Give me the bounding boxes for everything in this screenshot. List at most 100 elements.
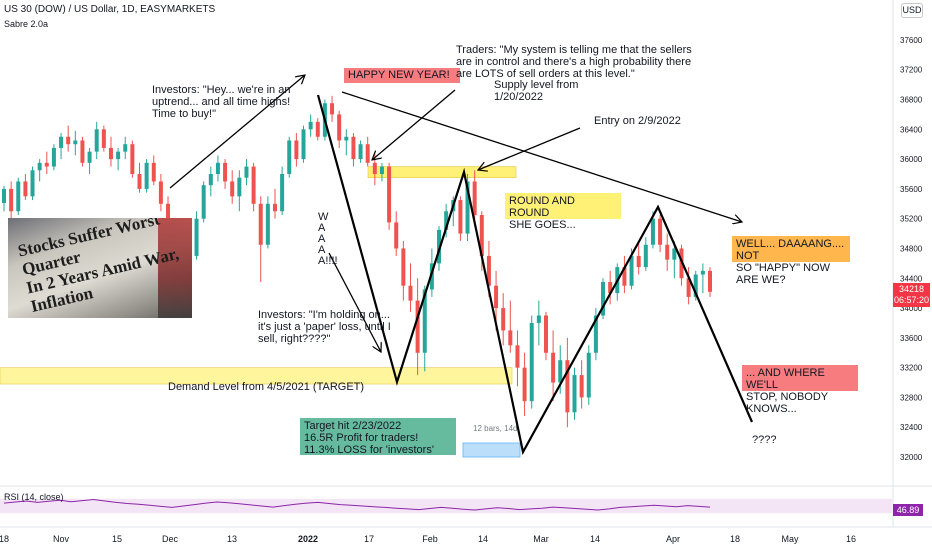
candle-body (73, 140, 78, 145)
candle-body (422, 289, 427, 353)
candle-body (258, 203, 263, 245)
time-tick-label: 2022 (298, 534, 318, 544)
newspaper-image: Stocks Suffer Worst Quarter In 2 Years A… (8, 218, 192, 318)
candle-body (465, 181, 470, 234)
candle-body (529, 322, 534, 402)
candle-body (479, 214, 484, 256)
candle-body (429, 263, 434, 290)
candle-body (123, 144, 128, 152)
price-tick-label: 35200 (900, 215, 923, 224)
candle-body (693, 274, 698, 297)
candle-body (94, 129, 99, 152)
entry-note: Entry on 2/9/2022 (594, 115, 681, 127)
round-box: ROUND AND ROUND SHE GOES... (505, 193, 621, 231)
rsi-title: RSI (14, close) (4, 492, 64, 502)
candle-body (515, 345, 520, 368)
price-tick-label: 37600 (900, 36, 923, 45)
candle-body (272, 203, 277, 212)
candle-body (194, 218, 199, 256)
price-tick-label: 36400 (900, 125, 923, 134)
candle-body (387, 166, 392, 223)
time-tick-label: 13 (227, 534, 237, 544)
candle-body (558, 360, 563, 383)
investors-buy-note: Investors: "Hey... we're in an uptrend..… (152, 84, 291, 120)
candle-body (444, 211, 449, 230)
candle-body (494, 285, 499, 309)
candle-body (508, 330, 513, 346)
candle-body (315, 121, 320, 137)
candle-body (116, 151, 121, 160)
candle-body (608, 281, 613, 294)
candle-body (80, 140, 85, 163)
target-hit-box: Target hit 2/23/2022 16.5R Profit for tr… (300, 418, 456, 456)
time-tick-label: 18 (0, 534, 9, 544)
candle-body (686, 278, 691, 297)
candle-body (472, 181, 477, 215)
supply-zone (367, 166, 517, 179)
candle-body (51, 147, 56, 167)
time-tick-label: 17 (364, 534, 374, 544)
time-axis: 18 Nov 15 Dec 13 2022 17 Feb 14 Mar 14 Apr 18 May 16 (0, 534, 856, 544)
candle-body (401, 248, 406, 286)
price-tick-label: 36000 (900, 155, 923, 164)
candle-body (486, 255, 491, 286)
candle-body (665, 244, 670, 260)
symbol-title: US 30 (DOW) / US Dollar, 1D, EASYMARKETS (4, 4, 216, 15)
candle-body (351, 136, 356, 160)
traders-note: Traders: "My system is telling me that t… (456, 44, 692, 80)
candle-body (593, 315, 598, 353)
candle-body (394, 222, 399, 249)
candle-body (151, 162, 156, 182)
time-tick-label: 18 (730, 534, 740, 544)
candle-body (372, 162, 377, 174)
candle-body (301, 129, 306, 160)
time-tick-label: Mar (533, 534, 549, 544)
candle-body (579, 375, 584, 398)
arrow-well-daaang (341, 91, 742, 222)
waaaa-note: W A A A A!!!! (318, 211, 338, 267)
candle-body (629, 255, 634, 286)
candle-body (144, 162, 149, 189)
newspaper-red-strip (158, 218, 192, 318)
candle-body (458, 200, 463, 234)
happy-new-year-box: HAPPY NEW YEAR! (344, 68, 460, 83)
last-price-value: 34218 (898, 284, 925, 294)
candle-body (23, 181, 28, 197)
price-tick-label: 34000 (900, 304, 923, 313)
price-tick-label: 34400 (900, 274, 923, 283)
price-tick-label: 32400 (900, 423, 923, 432)
demand-level-label: Demand Level from 4/5/2021 (TARGET) (168, 381, 365, 393)
currency-button[interactable]: USD (901, 3, 923, 18)
candle-body (16, 181, 21, 212)
price-axis: 37600 37200 36800 36400 36000 35600 35200 34800… (900, 36, 923, 462)
bar-countdown: 06:57:20 (893, 295, 930, 305)
candle-body (37, 162, 42, 171)
time-tick-label: Dec (162, 534, 179, 544)
candle-body (280, 174, 285, 212)
indicator-title: Sabre 2.0a (4, 19, 49, 29)
time-tick-label: Apr (666, 534, 680, 544)
candle-body (265, 203, 270, 245)
price-tick-label: 33600 (900, 334, 923, 343)
rsi-band (0, 498, 892, 514)
candle-body (101, 129, 106, 148)
candle-body (59, 136, 64, 148)
price-tick-label: 34800 (900, 244, 923, 253)
candle-body (244, 166, 249, 178)
candle-body (415, 300, 420, 353)
candle-body (643, 244, 648, 268)
candle-body (287, 140, 292, 174)
candle-body (30, 170, 35, 197)
candle-body (437, 229, 442, 264)
candle-body (294, 140, 299, 160)
candle-body (215, 162, 220, 174)
candle-body (650, 218, 655, 245)
time-tick-label: 14 (478, 534, 488, 544)
candle-body (208, 174, 213, 186)
time-tick-label: 14 (590, 534, 600, 544)
candle-body (365, 144, 370, 163)
price-tick-label: 37200 (900, 66, 923, 75)
candle-body (137, 174, 142, 189)
